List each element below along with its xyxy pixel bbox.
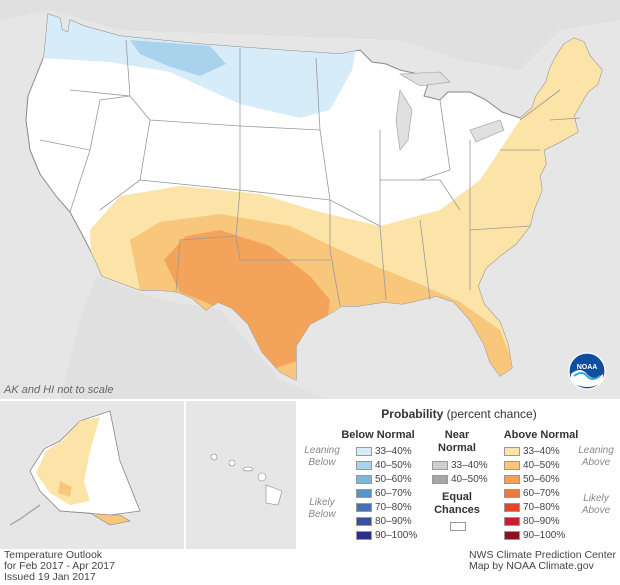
noaa-logo-text: NOAA [577, 364, 598, 371]
below-normal-label: 33–40% [375, 445, 412, 457]
conus-map-svg [0, 0, 620, 400]
scale-note: AK and HI not to scale [4, 384, 114, 396]
legend-title: Probability (percent chance) [381, 407, 537, 421]
below-normal-label: 80–90% [375, 515, 412, 527]
above-normal-row: 33–40% [504, 445, 560, 457]
above-50-60-region [164, 230, 330, 370]
above-normal-row: 50–60% [504, 473, 560, 485]
below-normal-row: 50–60% [356, 473, 412, 485]
credits: NWS Climate Prediction Center Map by NOA… [469, 550, 616, 572]
likely-below-label: Likely Below [308, 497, 336, 520]
below-normal-label: 40–50% [375, 459, 412, 471]
hawaii-kauai [210, 453, 218, 461]
near-normal-row: 40–50% [432, 473, 488, 485]
below-normal-swatch [356, 530, 372, 540]
above-normal-swatch [504, 516, 520, 526]
above-normal-swatch [504, 446, 520, 456]
caption-title: Temperature Outlook [4, 549, 103, 561]
above-normal-row: 40–50% [504, 459, 560, 471]
hawaii-map-svg [210, 453, 283, 506]
below-normal-swatch [356, 460, 372, 470]
likely-above-label: Likely Above [581, 493, 611, 516]
above-normal-row: 70–80% [504, 501, 560, 513]
hawaii-big-island [265, 484, 283, 506]
below-normal-row: 60–70% [356, 487, 412, 499]
near-normal-swatch [432, 474, 448, 484]
divider-vertical-2 [296, 401, 298, 549]
alaska-above-40-50 [58, 481, 72, 497]
below-normal-swatch [356, 502, 372, 512]
alaska-panhandle [59, 510, 131, 526]
noaa-logo: NOAA [568, 352, 606, 390]
alaska-above-33-40 [36, 417, 100, 505]
near-normal-swatch [432, 460, 448, 470]
lake-erie [469, 119, 505, 143]
equal-chances-label: Equal Chances [434, 491, 480, 516]
credit-cpc: NWS Climate Prediction Center [468, 549, 616, 561]
below-normal-swatch [356, 488, 372, 498]
aleutian-islands [9, 504, 41, 526]
above-normal-label: 50–60% [523, 473, 560, 485]
above-normal-swatch [504, 460, 520, 470]
above-normal-label: 40–50% [523, 459, 560, 471]
below-normal-row: 33–40% [356, 445, 412, 457]
alaska-inset [0, 401, 184, 549]
above-normal-label: 80–90% [523, 515, 560, 527]
below-normal-label: 60–70% [375, 487, 412, 499]
above-normal-label: 60–70% [523, 487, 560, 499]
divider-vertical-1 [184, 401, 186, 549]
state-borders [39, 39, 581, 307]
above-normal-label: 70–80% [523, 501, 560, 513]
below-normal-row: 40–50% [356, 459, 412, 471]
legend: Probability (percent chance) Below Norma… [298, 401, 620, 549]
above-normal-label: 33–40% [523, 445, 560, 457]
leaning-above-label: Leaning Above [578, 445, 614, 468]
caption-period: for Feb 2017 - Apr 2017 [4, 560, 115, 572]
above-normal-header: Above Normal [503, 429, 579, 441]
lake-michigan [395, 89, 413, 151]
above-normal-row: 90–100% [504, 529, 565, 541]
footer: Temperature Outlook for Feb 2017 - Apr 2… [0, 549, 620, 585]
canada-region [0, 0, 620, 70]
hawaii-maui [257, 472, 267, 482]
above-normal-row: 80–90% [504, 515, 560, 527]
leaning-below-label: Leaning Below [304, 445, 340, 468]
above-normal-label: 90–100% [523, 529, 566, 541]
above-normal-swatch [504, 530, 520, 540]
above-normal-swatch [504, 488, 520, 498]
below-normal-row: 70–80% [356, 501, 412, 513]
below-normal-label: 90–100% [375, 529, 418, 541]
below-normal-row: 90–100% [356, 529, 417, 541]
above-normal-row: 60–70% [504, 487, 560, 499]
below-normal-swatch [356, 446, 372, 456]
below-normal-row: 80–90% [356, 515, 412, 527]
near-normal-label: 33–40% [451, 459, 488, 471]
below-normal-label: 50–60% [375, 473, 412, 485]
near-normal-label: 40–50% [451, 473, 488, 485]
below-normal-swatch [356, 516, 372, 526]
outlook-map [0, 0, 620, 400]
lake-superior [398, 71, 451, 87]
near-normal-header: Near Normal [438, 429, 476, 454]
equal-chances-swatch [450, 522, 466, 531]
near-normal-row: 33–40% [432, 459, 488, 471]
credit-climate-gov: Map by NOAA Climate.gov [468, 560, 594, 572]
caption-issued: Issued 19 Jan 2017 [4, 571, 96, 583]
above-normal-swatch [504, 474, 520, 484]
mexico-region [60, 276, 330, 400]
below-normal-swatch [356, 474, 372, 484]
hawaii-inset [186, 401, 296, 549]
hawaii-molokai [242, 466, 254, 472]
below-normal-header: Below Normal [341, 429, 415, 441]
divider-horizontal [0, 399, 620, 401]
below-normal-label: 70–80% [375, 501, 412, 513]
below-40-50-region [130, 40, 226, 76]
alaska-map-svg [9, 410, 141, 526]
above-normal-swatch [504, 502, 520, 512]
outlook-caption: Temperature Outlook for Feb 2017 - Apr 2… [4, 550, 115, 583]
hawaii-oahu [228, 459, 236, 467]
